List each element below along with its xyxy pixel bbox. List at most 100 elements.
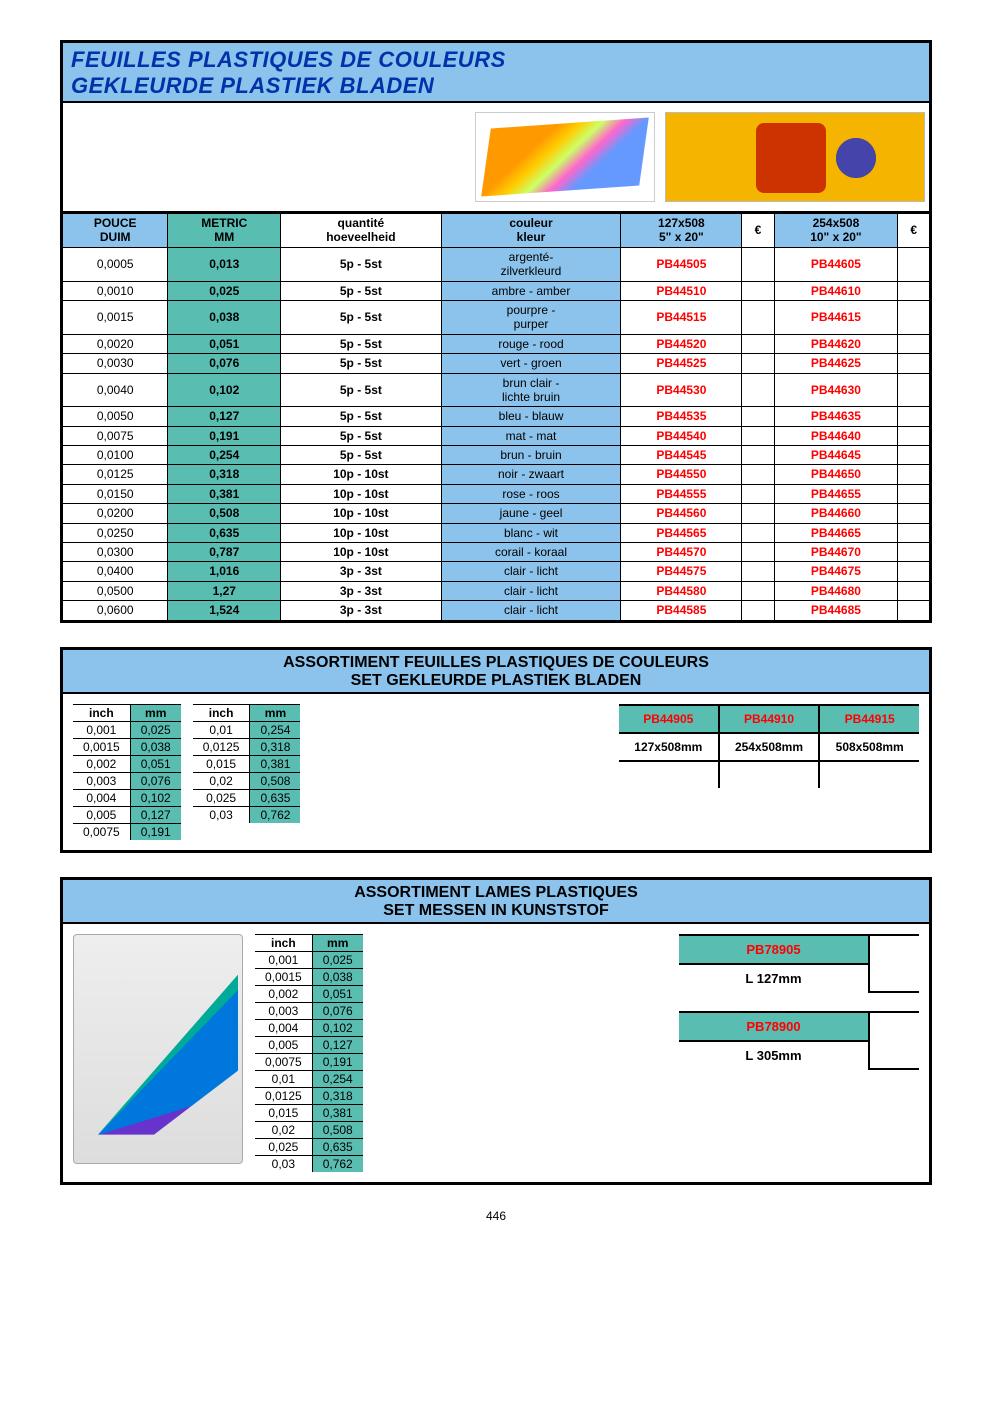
cell-eur-2 — [898, 484, 929, 503]
table-row: 0,0020,051 — [255, 985, 363, 1002]
s3-len-1: L 305mm — [679, 1041, 869, 1069]
cell-eur-1 — [742, 465, 774, 484]
cell-inch: 0,005 — [73, 806, 130, 823]
table-row: 0,0030,076 — [73, 772, 181, 789]
table-row: 0,00300,0765p - 5stvert - groenPB44525PB… — [63, 354, 929, 373]
cell-pouce: 0,0400 — [63, 562, 168, 581]
cell-color: brun - bruin — [441, 446, 621, 465]
cell-inch: 0,003 — [255, 1002, 312, 1019]
cell-mm: 0,635 — [312, 1138, 363, 1155]
s2-price-0 — [619, 761, 719, 788]
table-row: 0,0040,102 — [73, 789, 181, 806]
cell-code-1: PB44510 — [621, 281, 742, 300]
cell-eur-2 — [898, 504, 929, 523]
cell-pouce: 0,0600 — [63, 601, 168, 620]
cell-mm: 0,508 — [168, 504, 281, 523]
cell-mm: 0,076 — [130, 772, 181, 789]
cell-pouce: 0,0010 — [63, 281, 168, 300]
s3-prod-0: PB78905 L 127mm — [679, 934, 919, 993]
plastic-blades-image — [73, 934, 243, 1164]
cell-color: pourpre - purper — [441, 300, 621, 334]
cell-inch: 0,015 — [255, 1104, 312, 1121]
cell-inch: 0,015 — [193, 755, 250, 772]
s3-extra-0 — [869, 935, 919, 992]
th-qty: quantité hoeveelheid — [281, 214, 442, 248]
section2-left-table-2: inch mm 0,010,2540,01250,3180,0150,3810,… — [193, 704, 301, 823]
cell-color: clair - licht — [441, 562, 621, 581]
cell-qty: 10p - 10st — [281, 504, 442, 523]
cell-pouce: 0,0075 — [63, 426, 168, 445]
cell-qty: 10p - 10st — [281, 484, 442, 503]
cell-eur-1 — [742, 446, 774, 465]
color-swatch-image — [475, 112, 655, 202]
cell-inch: 0,001 — [73, 721, 130, 738]
cell-mm: 0,508 — [312, 1121, 363, 1138]
cell-code-2: PB44635 — [774, 407, 898, 426]
s2-code-0: PB44905 — [619, 705, 719, 733]
cell-eur-2 — [898, 562, 929, 581]
section3-title-2: SET MESSEN IN KUNSTSTOF — [63, 902, 929, 920]
cell-code-2: PB44620 — [774, 334, 898, 353]
table-row: 0,010,254 — [193, 721, 301, 738]
table-row: 0,00200,0515p - 5strouge - roodPB44520PB… — [63, 334, 929, 353]
cell-inch: 0,005 — [255, 1036, 312, 1053]
cell-eur-2 — [898, 543, 929, 562]
cell-eur-1 — [742, 300, 774, 334]
cell-inch: 0,004 — [255, 1019, 312, 1036]
cell-qty: 5p - 5st — [281, 300, 442, 334]
section-assortiment-feuilles: ASSORTIMENT FEUILLES PLASTIQUES DE COULE… — [60, 647, 932, 853]
cell-color: clair - licht — [441, 601, 621, 620]
cell-mm: 0,254 — [312, 1070, 363, 1087]
cell-mm: 0,508 — [250, 772, 301, 789]
cell-code-1: PB44520 — [621, 334, 742, 353]
cell-mm: 0,038 — [168, 300, 281, 334]
cell-inch: 0,01 — [193, 721, 250, 738]
cell-mm: 0,076 — [168, 354, 281, 373]
cell-code-1: PB44530 — [621, 373, 742, 407]
th-eur1: € — [742, 214, 774, 248]
cell-code-1: PB44585 — [621, 601, 742, 620]
cell-mm: 0,191 — [168, 426, 281, 445]
cell-mm: 0,127 — [168, 407, 281, 426]
cell-code-1: PB44515 — [621, 300, 742, 334]
th-size2: 254x508 10" x 20" — [774, 214, 898, 248]
cell-code-2: PB44685 — [774, 601, 898, 620]
cell-eur-2 — [898, 426, 929, 445]
table-row: 0,010,254 — [255, 1070, 363, 1087]
cell-color: corail - koraal — [441, 543, 621, 562]
table-row: 0,0250,635 — [255, 1138, 363, 1155]
cell-eur-1 — [742, 581, 774, 600]
table-row: 0,00150,038 — [255, 968, 363, 985]
cell-color: ambre - amber — [441, 281, 621, 300]
cell-color: jaune - geel — [441, 504, 621, 523]
cell-qty: 10p - 10st — [281, 465, 442, 484]
cell-inch: 0,03 — [193, 806, 250, 823]
cell-qty: 3p - 3st — [281, 562, 442, 581]
table-row: 0,0150,381 — [193, 755, 301, 772]
cell-mm: 0,051 — [168, 334, 281, 353]
cell-code-2: PB44645 — [774, 446, 898, 465]
cell-mm: 0,381 — [312, 1104, 363, 1121]
table-row: 0,030,762 — [193, 806, 301, 823]
th-pouce: POUCE DUIM — [63, 214, 168, 248]
s3-th-mm: mm — [312, 934, 363, 951]
cell-mm: 0,102 — [168, 373, 281, 407]
cell-code-1: PB44535 — [621, 407, 742, 426]
cell-inch: 0,0125 — [255, 1087, 312, 1104]
cell-code-1: PB44545 — [621, 446, 742, 465]
table-row: 0,0050,127 — [255, 1036, 363, 1053]
cell-mm: 0,318 — [312, 1087, 363, 1104]
section2-left-table-1: inch mm 0,0010,0250,00150,0380,0020,0510… — [73, 704, 181, 840]
s2-size-0: 127x508mm — [619, 733, 719, 761]
cell-eur-2 — [898, 354, 929, 373]
table-row: 0,02000,50810p - 10stjaune - geelPB44560… — [63, 504, 929, 523]
section-feuilles: FEUILLES PLASTIQUES DE COULEURS GEKLEURD… — [60, 40, 932, 623]
cell-mm: 0,102 — [312, 1019, 363, 1036]
cell-eur-1 — [742, 562, 774, 581]
table-row: 0,01250,318 — [193, 738, 301, 755]
cell-code-1: PB44540 — [621, 426, 742, 445]
cell-code-2: PB44665 — [774, 523, 898, 542]
cell-mm: 0,127 — [312, 1036, 363, 1053]
cell-qty: 5p - 5st — [281, 426, 442, 445]
cell-code-2: PB44655 — [774, 484, 898, 503]
